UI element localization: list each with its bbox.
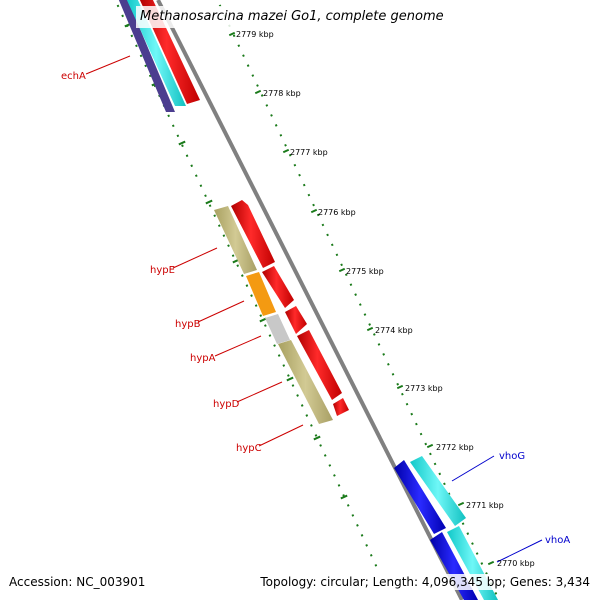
gene-label-echA: echA bbox=[61, 71, 86, 82]
major-tick bbox=[282, 148, 290, 154]
kbp-label: 2773 kbp bbox=[405, 384, 443, 393]
blue-cds-1 bbox=[394, 460, 446, 534]
major-tick bbox=[259, 317, 267, 323]
hyp-cds-arrows bbox=[231, 200, 349, 416]
major-tick bbox=[178, 140, 186, 146]
gene-label-leaders bbox=[85, 55, 543, 563]
gray-cog-hypA bbox=[265, 314, 290, 344]
major-tick bbox=[254, 89, 262, 95]
title-background bbox=[136, 6, 464, 28]
kbp-label: 2772 kbp bbox=[436, 443, 474, 452]
major-tick bbox=[313, 435, 321, 441]
accession-text: Accession: NC_003901 bbox=[7, 574, 148, 590]
red-cds-hypE bbox=[231, 200, 275, 268]
gene-label-hypE: hypE bbox=[150, 265, 175, 276]
major-tick bbox=[396, 384, 404, 390]
gene-label-hypC: hypC bbox=[236, 443, 262, 454]
kbp-label: 2775 kbp bbox=[346, 267, 384, 276]
red-cds-hypB bbox=[262, 266, 294, 308]
red-cds-hypA bbox=[285, 306, 307, 334]
major-tick bbox=[340, 494, 348, 500]
kbp-label: 2770 kbp bbox=[497, 559, 535, 568]
red-cds-hypC bbox=[333, 398, 349, 416]
gene-label-vhoA: vhoA bbox=[545, 535, 570, 546]
major-tick bbox=[205, 199, 213, 205]
khaki-cog-hypE bbox=[214, 206, 257, 274]
major-tick bbox=[366, 326, 374, 332]
gene-label-hypB: hypB bbox=[175, 319, 201, 330]
red-cds-hypD bbox=[297, 330, 342, 400]
gene-label-vhoG: vhoG bbox=[499, 451, 525, 462]
orange-cog-hypB bbox=[246, 272, 276, 316]
major-tick bbox=[338, 267, 346, 273]
kbp-label: 2774 kbp bbox=[375, 326, 413, 335]
major-tick bbox=[426, 443, 434, 449]
major-tick bbox=[487, 560, 495, 566]
kbp-label: 2776 kbp bbox=[318, 208, 356, 217]
major-tick bbox=[286, 376, 294, 382]
navy-cds bbox=[118, 0, 175, 112]
gene-label-hypA: hypA bbox=[190, 353, 216, 364]
outer-tick-ring bbox=[216, 0, 499, 599]
gene-label-hypD: hypD bbox=[213, 399, 240, 410]
kbp-label: 2777 kbp bbox=[290, 148, 328, 157]
hyp-cog-bar bbox=[214, 206, 333, 424]
kbp-label: 2778 kbp bbox=[263, 89, 301, 98]
major-tick bbox=[457, 501, 465, 507]
khaki-cog-hypD bbox=[278, 340, 333, 424]
map-title: Methanosarcina mazei Go1, complete genom… bbox=[140, 9, 444, 24]
major-tick bbox=[310, 208, 318, 214]
topology-summary-text: Topology: circular; Length: 4,096,345 bp… bbox=[258, 574, 592, 590]
cyan-cds-vhoG bbox=[410, 456, 466, 526]
major-tick bbox=[228, 31, 236, 37]
kbp-label: 2771 kbp bbox=[466, 501, 504, 510]
kbp-label: 2779 kbp bbox=[236, 30, 274, 39]
genome-backbone bbox=[156, 0, 464, 600]
